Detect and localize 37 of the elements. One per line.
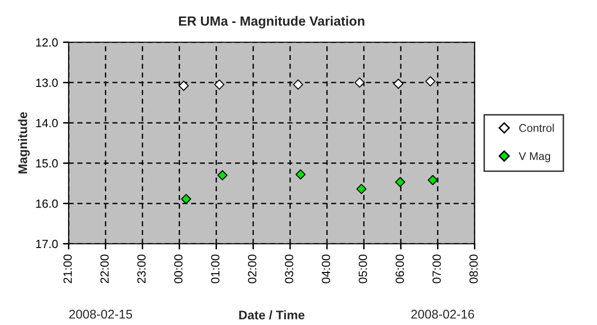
text: 2008-02-15 bbox=[69, 310, 132, 319]
legend-label: Control bbox=[519, 124, 554, 132]
y-tick-label: 16.0 bbox=[36, 199, 58, 208]
y-tick-label: 12.0 bbox=[36, 38, 58, 47]
point bbox=[178, 80, 189, 91]
point bbox=[393, 78, 404, 89]
x-tick-label: 22:00 bbox=[100, 254, 109, 284]
point bbox=[354, 77, 365, 88]
y-tick-label: 15.0 bbox=[36, 159, 58, 168]
x-tick-label: 05:00 bbox=[358, 254, 368, 284]
legend-label: V Mag bbox=[518, 152, 550, 162]
x-tick-label: 08:00 bbox=[469, 254, 478, 284]
point bbox=[356, 184, 367, 194]
point bbox=[425, 76, 436, 86]
x-tick-label: 23:00 bbox=[137, 254, 146, 284]
x-tick-label: 07:00 bbox=[432, 254, 441, 284]
x-tick-label: 01:00 bbox=[211, 254, 220, 284]
y-tick-label: 17.0 bbox=[36, 240, 58, 248]
y-tick-label: 13.0 bbox=[36, 78, 58, 87]
point bbox=[292, 79, 304, 90]
point bbox=[295, 169, 306, 180]
point bbox=[217, 170, 228, 180]
x-tick-label: 03:00 bbox=[284, 254, 294, 284]
point bbox=[214, 79, 224, 90]
point bbox=[428, 174, 438, 186]
x-tick-label: 02:00 bbox=[248, 254, 256, 284]
y-tick-label: 14.0 bbox=[36, 118, 58, 128]
y-axis-title: Magnitude bbox=[18, 112, 30, 174]
x-tick-label: 06:00 bbox=[396, 254, 404, 284]
x-tick-label: 21:00 bbox=[63, 254, 72, 284]
x-tick-label: 04:00 bbox=[322, 254, 330, 284]
chart-title: ER UMa - Magnitude Variation bbox=[179, 16, 364, 28]
point bbox=[181, 194, 192, 204]
x-axis-title: Date / Time bbox=[239, 310, 304, 320]
point bbox=[395, 177, 406, 188]
x-tick-label: 00:00 bbox=[174, 254, 183, 284]
text: 2008-02-16 bbox=[411, 310, 474, 319]
